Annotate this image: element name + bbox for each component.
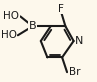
Text: Br: Br [69,67,80,77]
Text: F: F [58,4,63,14]
Text: HO: HO [3,11,19,21]
Text: N: N [75,36,83,46]
Text: B: B [29,21,36,31]
Text: HO: HO [1,30,17,40]
